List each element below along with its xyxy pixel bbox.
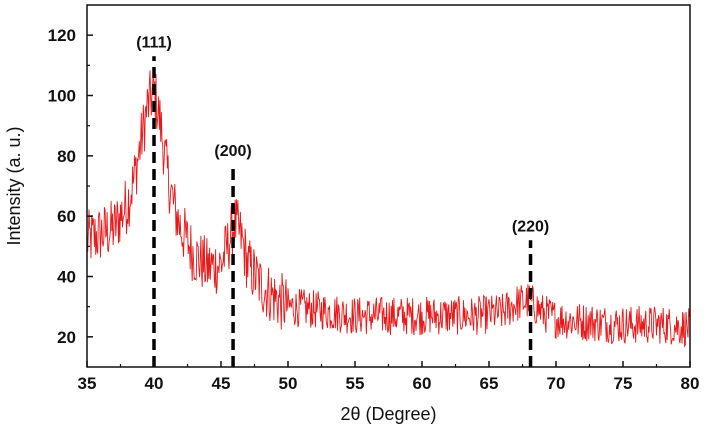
x-axis-title: 2θ (Degree)	[340, 404, 436, 424]
x-axis: 35 40 45 50 55 60 65 70 75 80	[78, 361, 700, 393]
y-axis-title: Intensity (a. u.)	[4, 126, 24, 245]
x-tick-label: 55	[346, 374, 365, 393]
series-line	[86, 69, 691, 348]
peak-label: (220)	[512, 218, 549, 235]
series-layer	[86, 69, 691, 348]
y-tick-label: 100	[48, 87, 76, 106]
x-tick-label: 75	[614, 374, 633, 393]
x-tick-label: 35	[78, 374, 97, 393]
y-tick-label: 80	[57, 147, 76, 166]
x-tick-label: 40	[145, 374, 164, 393]
y-tick-label: 20	[57, 328, 76, 347]
x-tick-label: 50	[279, 374, 298, 393]
peak-label: (111)	[136, 34, 172, 51]
y-tick-label: 40	[57, 268, 76, 287]
reference-lines: (111) (200) (220)	[136, 34, 549, 367]
x-tick-label: 45	[212, 374, 231, 393]
peak-label: (200)	[214, 143, 251, 160]
x-tick-label: 60	[413, 374, 432, 393]
y-tick-label: 60	[57, 207, 76, 226]
x-tick-label: 70	[547, 374, 566, 393]
y-tick-label: 120	[48, 26, 76, 45]
x-tick-label: 65	[480, 374, 499, 393]
y-axis: 20 40 60 80 100 120	[48, 26, 93, 347]
x-tick-label: 80	[681, 374, 700, 393]
